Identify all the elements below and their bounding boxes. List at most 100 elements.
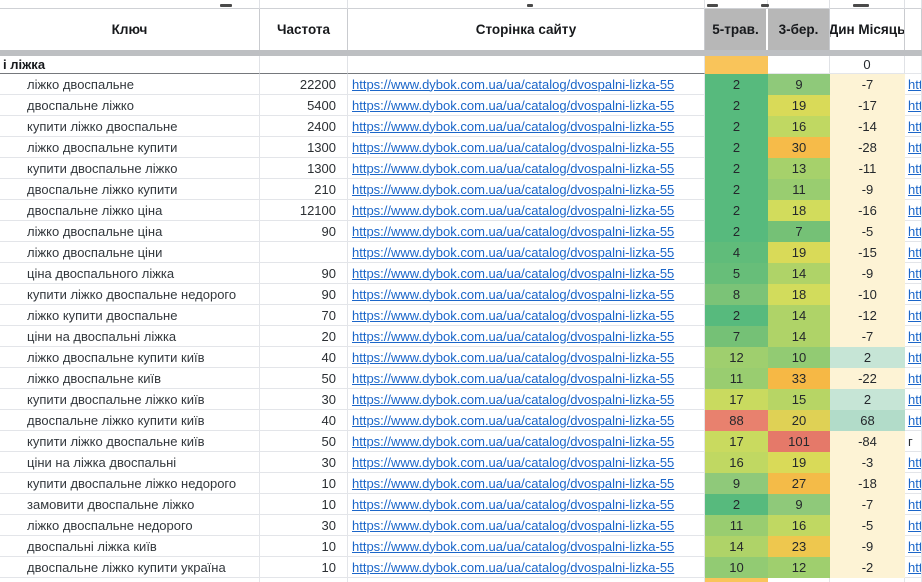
cell-dyn[interactable]: -12 (830, 305, 905, 326)
cell-url[interactable]: https://www.dybok.com.ua/ua/catalog/dvos… (348, 557, 705, 578)
cell-dyn[interactable]: -5 (830, 221, 905, 242)
cell-freq[interactable]: 40 (260, 410, 348, 431)
site-link-clipped[interactable]: https://www.dybok.com.ua/ua/catalog/dvos… (908, 496, 922, 512)
cell-dyn[interactable]: -84 (830, 431, 905, 452)
cell-next[interactable]: https://www.dybok.com.ua/ua/catalog/dvos… (905, 347, 922, 368)
cell-key[interactable]: ліжко двоспальне купити київ (0, 347, 260, 368)
cell-dyn[interactable]: -28 (830, 137, 905, 158)
cell-may5[interactable]: 2 (705, 179, 768, 200)
site-link-clipped[interactable]: https://www.dybok.com.ua/ua/catalog/dvos… (908, 391, 922, 407)
cell-mar3[interactable]: 16 (768, 116, 830, 137)
site-link[interactable]: https://www.dybok.com.ua/ua/catalog/dvos… (352, 202, 675, 218)
cell-key[interactable]: купити двоспальне ліжко київ (0, 389, 260, 410)
cell-dyn[interactable]: -15 (830, 242, 905, 263)
cell-next[interactable]: https://www.dybok.com.ua/ua/catalog/dvos… (905, 557, 922, 578)
cell-dyn[interactable]: -3 (830, 452, 905, 473)
cell-may5[interactable]: 5 (705, 263, 768, 284)
cell-url[interactable]: https://www.dybok.com.ua/ua/catalog/dvos… (348, 95, 705, 116)
cell-mar3[interactable]: 19 (768, 242, 830, 263)
cell-dyn[interactable]: -7 (830, 494, 905, 515)
cell-dyn[interactable]: -7 (830, 74, 905, 95)
cell-mar3[interactable]: 27 (768, 473, 830, 494)
cell-freq[interactable]: 22200 (260, 74, 348, 95)
header-frequency[interactable]: Частота (260, 9, 348, 50)
site-link[interactable]: https://www.dybok.com.ua/ua/catalog/dvos… (352, 244, 675, 260)
cell-freq[interactable]: 50 (260, 431, 348, 452)
cell-dyn[interactable]: -22 (830, 368, 905, 389)
cell-freq[interactable]: 12100 (260, 200, 348, 221)
site-link[interactable]: https://www.dybok.com.ua/ua/catalog/dvos… (352, 391, 675, 407)
cell-mar3[interactable]: 101 (768, 431, 830, 452)
site-link[interactable]: https://www.dybok.com.ua/ua/catalog/dvos… (352, 97, 675, 113)
cell-key[interactable]: двоспальне ліжко купити (0, 179, 260, 200)
cell-key[interactable]: купити ліжко двоспальне київ (0, 431, 260, 452)
cell-freq[interactable]: 90 (260, 284, 348, 305)
site-link[interactable]: https://www.dybok.com.ua/ua/catalog/dvos… (352, 559, 675, 575)
site-link-clipped[interactable]: https://www.dybok.com.ua/ua/catalog/dvos… (908, 517, 922, 533)
cell-url[interactable]: https://www.dybok.com.ua/ua/catalog/dvos… (348, 221, 705, 242)
cell-next[interactable]: https://www.dybok.com.ua/ua/catalog/dvos… (905, 116, 922, 137)
cell-next[interactable]: https://www.dybok.com.ua/ua/catalog/dvos… (905, 494, 922, 515)
cell-key[interactable]: двоспальне ліжко купити україна (0, 557, 260, 578)
site-link-clipped[interactable]: https://www.dybok.com.ua/ua/catalog/dvos… (908, 97, 922, 113)
site-link[interactable]: https://www.dybok.com.ua/ua/catalog/dvos… (352, 139, 675, 155)
cell-dyn[interactable]: -18 (830, 473, 905, 494)
cell-may5[interactable]: 2 (705, 200, 768, 221)
site-link-clipped[interactable]: https://www.dybok.com.ua/ua/catalog/dvos… (908, 370, 922, 386)
cell-may5[interactable]: 2 (705, 221, 768, 242)
cell-url[interactable]: https://www.dybok.com.ua/ua/catalog/dvos… (348, 263, 705, 284)
cell-mar3[interactable]: 12 (768, 557, 830, 578)
site-link[interactable]: https://www.dybok.com.ua/ua/catalog/dvos… (352, 181, 675, 197)
cell-mar3[interactable]: 9 (768, 74, 830, 95)
site-link-clipped[interactable]: https://www.dybok.com.ua/ua/catalog/dvos… (908, 454, 922, 470)
cell-key[interactable]: купити ліжко двоспальне недорого (0, 284, 260, 305)
header-may5[interactable]: 5-трав. (705, 9, 768, 50)
site-link-clipped[interactable]: https://www.dybok.com.ua/ua/catalog/dvos… (908, 307, 922, 323)
cell-url[interactable]: https://www.dybok.com.ua/ua/catalog/dvos… (348, 179, 705, 200)
cell-mar3[interactable]: 14 (768, 326, 830, 347)
cell-key[interactable]: двоспальне ліжко ціна (0, 200, 260, 221)
cell-freq[interactable]: 10 (260, 536, 348, 557)
cell-next[interactable]: https://www.dybok.com.ua/ua/catalog/dvos… (905, 326, 922, 347)
cell-freq[interactable]: 30 (260, 452, 348, 473)
cell-may5[interactable]: 11 (705, 368, 768, 389)
cell-mar3[interactable]: 23 (768, 536, 830, 557)
cell-may5[interactable]: 16 (705, 452, 768, 473)
site-link-clipped[interactable]: https://www.dybok.com.ua/ua/catalog/dvos… (908, 202, 922, 218)
cell-key[interactable]: ліжко двоспальне ціна (0, 221, 260, 242)
cell-url[interactable]: https://www.dybok.com.ua/ua/catalog/dvos… (348, 200, 705, 221)
cell-may5[interactable]: 8 (705, 284, 768, 305)
cell-url[interactable]: https://www.dybok.com.ua/ua/catalog/dvos… (348, 515, 705, 536)
cell-url[interactable]: https://www.dybok.com.ua/ua/catalog/dvos… (348, 284, 705, 305)
cell-mar3[interactable]: 30 (768, 137, 830, 158)
site-link-clipped[interactable]: https://www.dybok.com.ua/ua/catalog/dvos… (908, 76, 922, 92)
cell-freq[interactable]: 90 (260, 221, 348, 242)
cell-url[interactable]: https://www.dybok.com.ua/ua/catalog/dvos… (348, 326, 705, 347)
site-link-clipped[interactable]: https://www.dybok.com.ua/ua/catalog/dvos… (908, 223, 922, 239)
site-link[interactable]: https://www.dybok.com.ua/ua/catalog/dvos… (352, 433, 675, 449)
cell-freq[interactable]: 10 (260, 473, 348, 494)
site-link-clipped[interactable]: https://www.dybok.com.ua/ua/catalog/dvos… (908, 559, 922, 575)
cell-dyn[interactable]: 2 (830, 347, 905, 368)
cell-may5[interactable]: 2 (705, 95, 768, 116)
cell-may5[interactable]: 7 (705, 326, 768, 347)
cell-next[interactable]: https://www.dybok.com.ua/ua/catalog/dvos… (905, 452, 922, 473)
site-link[interactable]: https://www.dybok.com.ua/ua/catalog/dvos… (352, 454, 675, 470)
cell-freq[interactable] (260, 56, 348, 74)
cell-dyn[interactable]: -9 (830, 179, 905, 200)
site-link[interactable]: https://www.dybok.com.ua/ua/catalog/dvos… (352, 118, 675, 134)
cell-key[interactable]: ліжко купити двоспальне (0, 305, 260, 326)
cell-key[interactable]: ліжко двоспальне київ (0, 368, 260, 389)
cell-may5[interactable]: 2 (705, 158, 768, 179)
cell-dyn[interactable]: -16 (830, 200, 905, 221)
cell-dyn[interactable]: 2 (830, 389, 905, 410)
cell-freq[interactable]: 210 (260, 179, 348, 200)
cell-key[interactable]: купити ліжко двоспальне (0, 116, 260, 137)
cell-may5[interactable]: 17 (705, 389, 768, 410)
cell-freq[interactable]: 20 (260, 326, 348, 347)
cell-may5[interactable]: 2 (705, 305, 768, 326)
cell-mar3[interactable]: 16 (768, 515, 830, 536)
cell-dyn[interactable]: -9 (830, 263, 905, 284)
cell-url[interactable]: https://www.dybok.com.ua/ua/catalog/dvos… (348, 536, 705, 557)
cell-freq[interactable]: 30 (260, 515, 348, 536)
